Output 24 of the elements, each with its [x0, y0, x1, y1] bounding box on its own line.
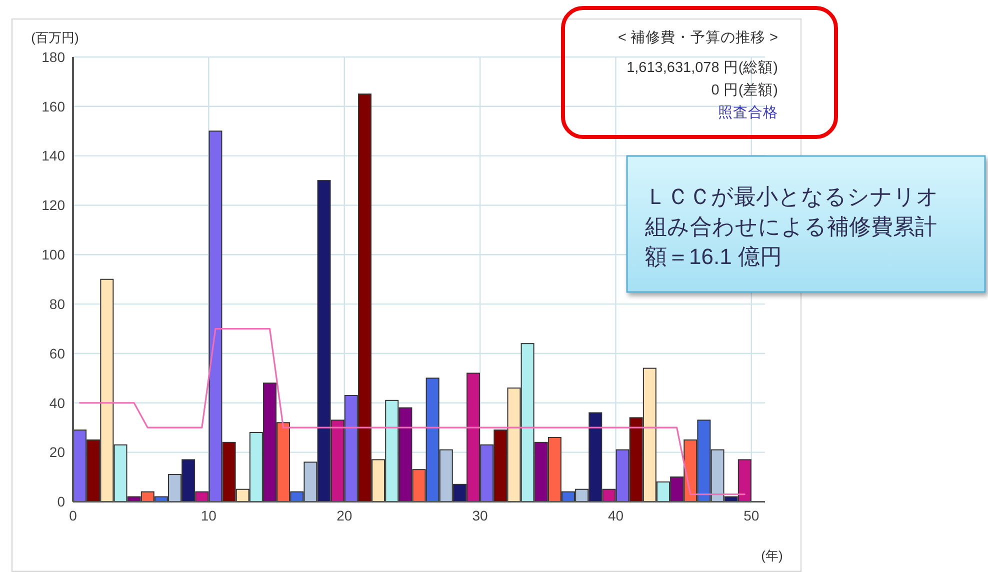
- y-tick-label: 160: [42, 98, 66, 114]
- x-tick-label: 20: [336, 508, 352, 524]
- x-tick-label: 10: [200, 508, 217, 524]
- annotation: ＬＣＣが最小となるシナリオ組み合わせによる補修費累計額＝16.1 億円: [644, 184, 939, 269]
- annotation: 0 円(差額): [711, 82, 778, 98]
- y-tick-label: 100: [42, 246, 66, 263]
- y-tick-label: 20: [49, 444, 66, 460]
- y-axis-title: (百万円): [31, 30, 79, 45]
- y-tick-label: 180: [42, 48, 66, 65]
- x-tick-label: 30: [472, 508, 488, 524]
- y-tick-label: 40: [49, 394, 66, 411]
- y-tick-label: 0: [57, 494, 66, 510]
- annotation: 照査合格: [718, 104, 778, 121]
- annotation: 1,613,631,078 円(総額): [626, 59, 778, 76]
- x-tick-label: 0: [69, 508, 78, 524]
- x-tick-label: 50: [744, 508, 760, 524]
- y-tick-label: 120: [42, 197, 66, 214]
- line-series: [78, 328, 746, 496]
- y-tick-label: 140: [42, 148, 66, 164]
- y-tick-label: 60: [49, 345, 66, 362]
- x-tick-label: 40: [608, 508, 624, 524]
- y-tick-label: 80: [49, 296, 66, 312]
- x-axis-title: (年): [761, 548, 783, 563]
- chart-title: < 補修費・予算の推移 >: [618, 29, 778, 46]
